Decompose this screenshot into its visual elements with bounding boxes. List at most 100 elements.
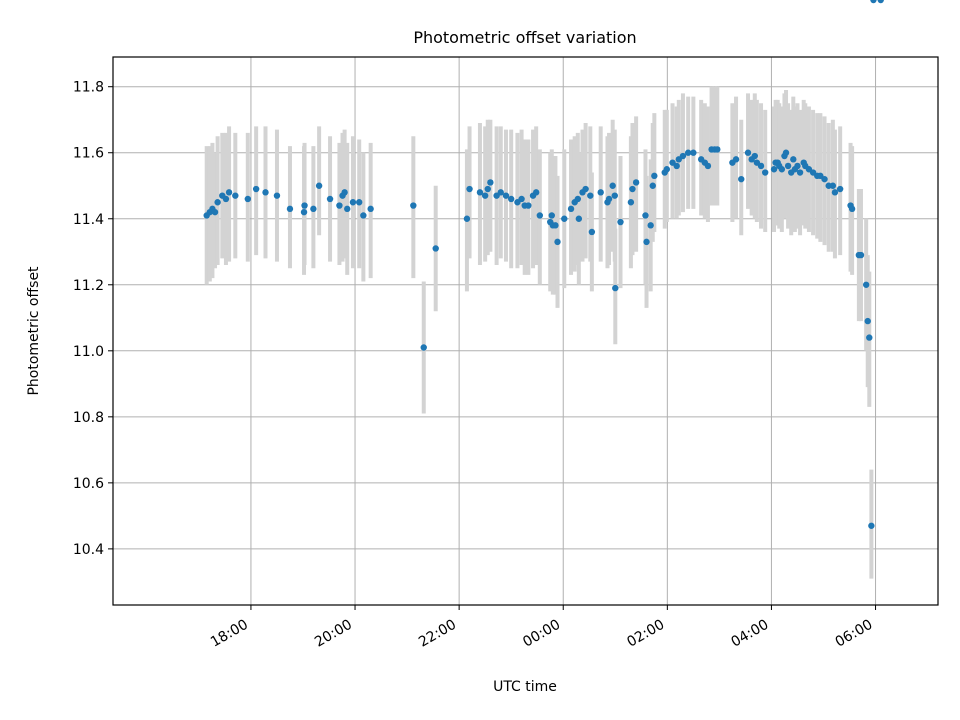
data-point bbox=[757, 162, 765, 170]
data-point bbox=[310, 205, 317, 213]
data-point bbox=[552, 222, 559, 229]
data-point bbox=[778, 166, 786, 173]
data-point bbox=[632, 179, 640, 186]
data-point bbox=[612, 284, 619, 292]
data-point bbox=[587, 192, 594, 199]
point-layer bbox=[203, 0, 884, 529]
y-tick-label: 11.6 bbox=[73, 146, 104, 162]
data-point bbox=[609, 182, 616, 189]
data-point bbox=[463, 215, 471, 222]
data-point bbox=[862, 281, 870, 288]
data-point bbox=[790, 156, 797, 163]
data-point bbox=[341, 189, 348, 196]
data-point bbox=[868, 522, 875, 529]
data-point bbox=[567, 205, 575, 213]
data-point bbox=[836, 185, 844, 193]
data-point bbox=[821, 175, 828, 183]
data-point bbox=[225, 189, 233, 196]
data-point bbox=[525, 202, 532, 209]
data-point bbox=[679, 152, 687, 160]
data-point bbox=[211, 208, 219, 216]
data-point bbox=[784, 162, 792, 170]
data-point bbox=[642, 212, 649, 219]
y-tick-label: 10.6 bbox=[73, 476, 104, 492]
data-point bbox=[831, 189, 839, 196]
data-point bbox=[651, 172, 658, 180]
data-point bbox=[877, 0, 884, 4]
data-point bbox=[617, 218, 624, 226]
data-point bbox=[518, 195, 525, 203]
y-tick-label: 11.0 bbox=[73, 344, 104, 360]
data-point bbox=[738, 175, 745, 183]
data-point bbox=[684, 149, 692, 156]
data-point bbox=[497, 189, 504, 196]
data-point bbox=[355, 199, 363, 206]
data-point bbox=[561, 215, 568, 222]
data-point bbox=[244, 195, 252, 203]
data-point bbox=[548, 212, 555, 219]
data-point bbox=[214, 199, 221, 206]
data-point bbox=[532, 189, 540, 196]
data-point bbox=[751, 152, 758, 160]
data-point bbox=[794, 162, 801, 170]
data-point bbox=[360, 212, 367, 219]
data-point bbox=[857, 251, 865, 259]
data-point bbox=[476, 189, 484, 196]
data-point bbox=[605, 195, 613, 203]
y-tick-label: 10.4 bbox=[73, 542, 104, 558]
data-point bbox=[252, 185, 260, 193]
data-point bbox=[273, 192, 281, 199]
data-point bbox=[848, 205, 856, 213]
data-point bbox=[536, 212, 544, 219]
data-point bbox=[367, 205, 374, 213]
y-tick-label: 11.4 bbox=[73, 212, 104, 228]
data-point bbox=[432, 245, 439, 252]
data-point bbox=[864, 317, 871, 325]
data-point bbox=[286, 205, 294, 213]
data-point bbox=[627, 199, 635, 206]
data-point bbox=[673, 162, 680, 170]
data-point bbox=[704, 162, 712, 170]
data-point bbox=[649, 182, 656, 189]
y-tick-label: 11.2 bbox=[73, 278, 104, 294]
data-point bbox=[410, 202, 417, 209]
data-point bbox=[262, 189, 269, 196]
data-point bbox=[481, 192, 489, 199]
data-point bbox=[344, 205, 351, 213]
y-tick-label: 10.8 bbox=[73, 410, 104, 426]
data-point bbox=[349, 199, 357, 206]
x-axis-label: UTC time bbox=[493, 679, 557, 695]
data-point bbox=[866, 334, 873, 341]
data-point bbox=[300, 208, 308, 216]
data-point bbox=[643, 238, 650, 246]
data-point bbox=[597, 189, 604, 196]
data-point bbox=[487, 179, 494, 186]
data-point bbox=[588, 228, 596, 236]
data-point bbox=[420, 344, 427, 351]
data-point bbox=[575, 215, 583, 222]
data-point bbox=[466, 185, 473, 193]
data-point bbox=[315, 182, 323, 189]
data-point bbox=[829, 182, 837, 189]
data-point bbox=[744, 149, 752, 156]
data-point bbox=[663, 166, 671, 173]
data-point bbox=[554, 238, 561, 246]
chart-title: Photometric offset variation bbox=[413, 28, 636, 47]
y-axis-label: Photometric offset bbox=[26, 266, 42, 396]
y-axis-ticks: 10.4 10.6 10.8 11.0 11.2 11.4 11.6 11.8 bbox=[73, 80, 113, 558]
data-point bbox=[611, 192, 618, 199]
data-point bbox=[782, 149, 790, 156]
data-point bbox=[222, 195, 230, 203]
data-point bbox=[647, 222, 654, 229]
data-point bbox=[574, 195, 582, 203]
data-point bbox=[870, 0, 877, 4]
data-point bbox=[301, 202, 308, 209]
axes-frame bbox=[112, 56, 939, 606]
data-point bbox=[507, 195, 515, 203]
data-point bbox=[484, 185, 491, 193]
data-point bbox=[770, 166, 778, 173]
data-point bbox=[714, 146, 721, 153]
data-point bbox=[761, 169, 769, 176]
data-point bbox=[582, 185, 589, 193]
